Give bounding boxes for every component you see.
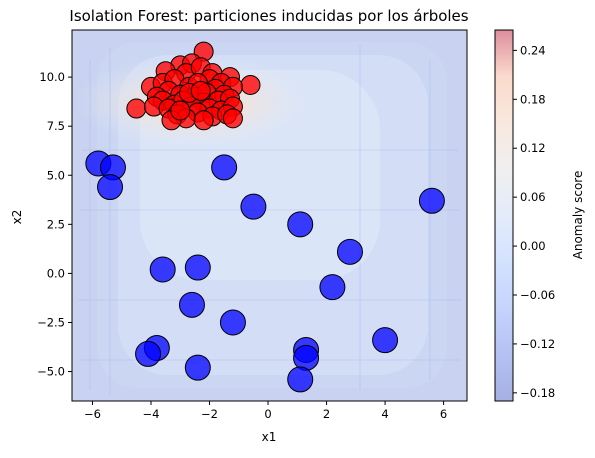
normal-point (190, 80, 211, 101)
plot-frame (71, 29, 468, 402)
anomaly-point (149, 256, 176, 283)
y-axis-label: x2 (10, 210, 24, 225)
colorbar: −0.18 −0.12 −0.06 0.00 0.06 0.12 0.18 0.24 Anom… (494, 29, 585, 402)
colorbar-tick-label: 0.18 (520, 92, 546, 106)
plot-area: −6 −4 −2 0 2 4 6 −5.0 −2.5 0.0 2.5 5.0 7.5 10.0 (37, 29, 468, 421)
normal-point (240, 74, 261, 95)
normal-point (222, 108, 243, 129)
anomaly-point (97, 174, 124, 201)
x-tick-label: 2 (323, 407, 330, 421)
colorbar-gradient (495, 30, 513, 401)
y-tick-label: 2.5 (47, 217, 65, 231)
anomaly-point (240, 193, 267, 220)
anomaly-point (372, 327, 399, 354)
colorbar-tick-label: 0.00 (520, 239, 546, 253)
normal-points-series (126, 41, 261, 131)
normal-point (170, 100, 191, 121)
anomaly-point (219, 309, 246, 336)
colorbar-ticks: −0.18 −0.12 −0.06 0.00 0.06 0.12 0.18 0.24 (513, 43, 555, 400)
colorbar-tick-label: 0.12 (520, 141, 546, 155)
x-tick-label: −2 (201, 407, 218, 421)
colorbar-tick-label: −0.18 (520, 386, 555, 400)
anomaly-point (135, 340, 162, 367)
anomaly-point (211, 154, 238, 181)
y-tick-label: 10.0 (39, 70, 65, 84)
scatter-layer (85, 41, 445, 393)
anomaly-point (184, 254, 211, 281)
x-axis-label: x1 (262, 430, 277, 444)
y-tick-label: 7.5 (47, 119, 65, 133)
anomaly-point (418, 187, 445, 214)
anomaly-point (336, 238, 363, 265)
y-tick-label: 0.0 (47, 266, 65, 280)
normal-point (193, 110, 214, 131)
colorbar-tick-label: −0.06 (520, 288, 555, 302)
x-tick-label: −6 (84, 407, 101, 421)
x-tick-label: −4 (143, 407, 160, 421)
anomaly-point (287, 366, 314, 393)
x-tick-label: 0 (264, 407, 271, 421)
anomaly-score-background (72, 30, 467, 401)
y-tick-label: −5.0 (37, 365, 65, 379)
colorbar-tick-label: −0.12 (520, 337, 555, 351)
x-tick-label: 4 (381, 407, 388, 421)
x-tick-label: 6 (440, 407, 447, 421)
x-axis: −6 −4 −2 0 2 4 6 (84, 401, 447, 421)
normal-point (126, 98, 147, 119)
colorbar-tick-label: 0.06 (520, 190, 546, 204)
anomaly-point (178, 291, 205, 318)
anomaly-point (319, 274, 346, 301)
chart-title: Isolation Forest: particiones inducidas … (69, 7, 468, 25)
anomaly-point (293, 344, 320, 371)
colorbar-tick-label: 0.24 (520, 43, 546, 57)
colorbar-label: Anomaly score (571, 171, 585, 260)
y-tick-label: 5.0 (47, 168, 65, 182)
anomaly-point (184, 354, 211, 381)
anomaly-point (287, 211, 314, 238)
y-tick-label: −2.5 (37, 315, 65, 329)
colorbar-frame (494, 29, 514, 402)
anomaly-points-series (85, 150, 445, 393)
y-axis: −5.0 −2.5 0.0 2.5 5.0 7.5 10.0 (37, 70, 72, 379)
